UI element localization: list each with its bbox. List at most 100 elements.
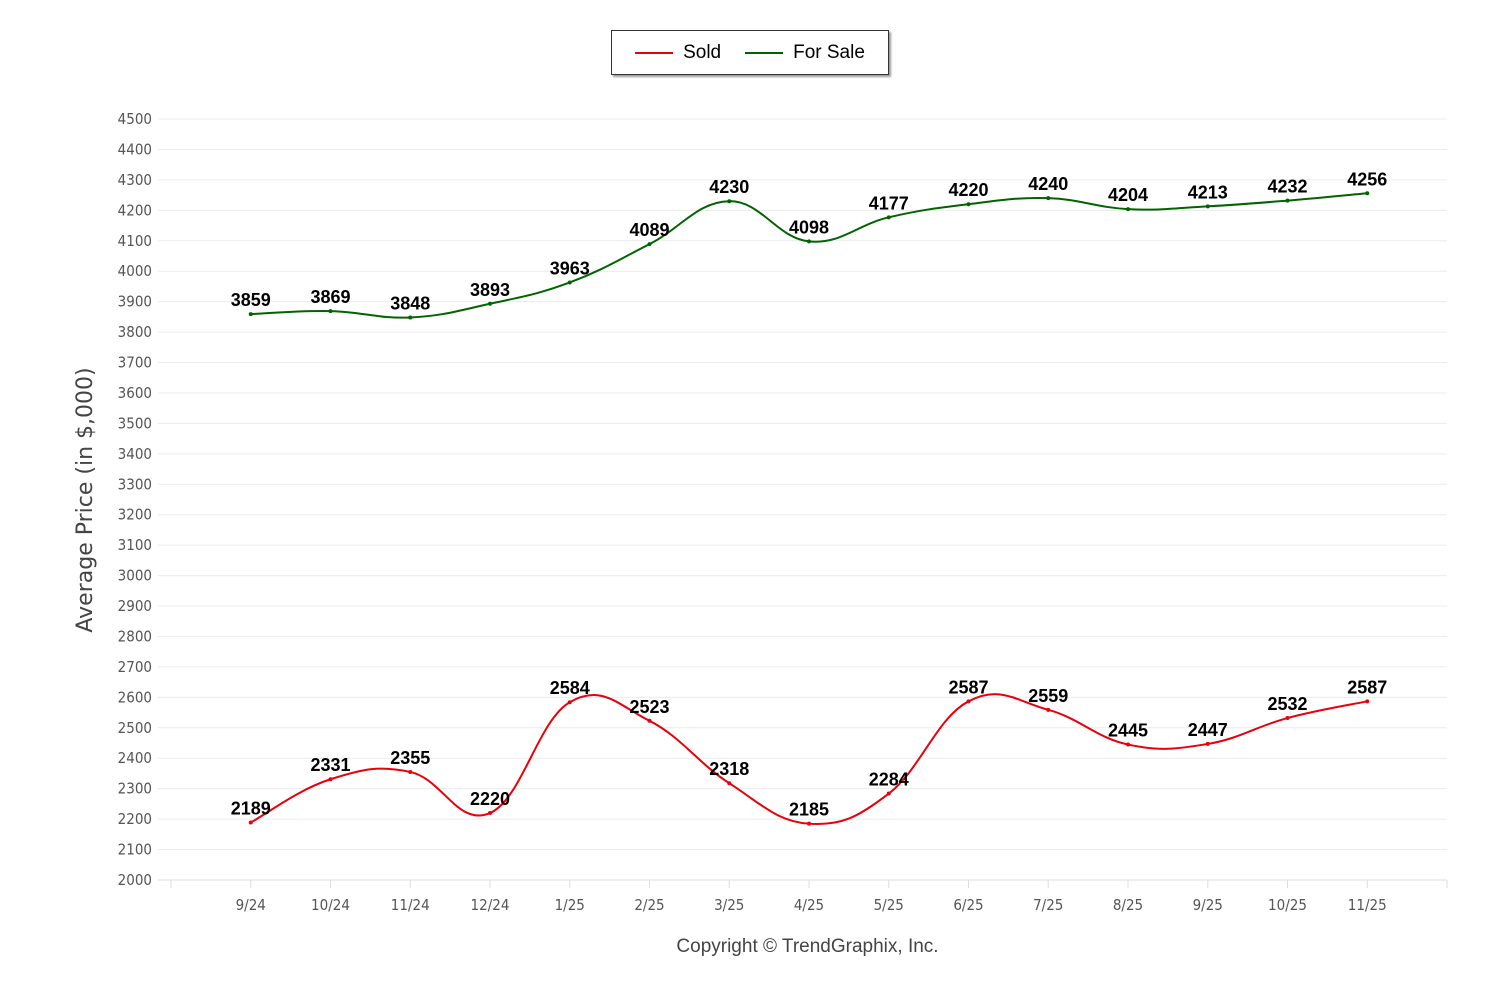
x-tick-label: 1/25 (555, 896, 585, 914)
data-point-sold (1126, 742, 1130, 747)
data-point-sold (248, 820, 253, 825)
legend-item-sold[interactable]: Sold (635, 42, 721, 64)
x-tick-label: 6/25 (953, 896, 983, 914)
data-label-for-sale: 4230 (709, 177, 749, 197)
x-tick-label: 11/24 (391, 896, 430, 914)
y-tick-label: 3500 (118, 414, 152, 432)
legend-label-sold: Sold (683, 41, 722, 63)
data-point-sold (1285, 716, 1290, 721)
x-tick-label: 3/25 (714, 896, 744, 914)
y-tick-label: 3900 (118, 293, 152, 311)
data-point-sold (408, 769, 413, 774)
y-tick-label: 4000 (118, 262, 152, 280)
y-tick-label: 4400 (118, 140, 152, 158)
y-tick-label: 2400 (118, 749, 152, 767)
y-tick-label: 2900 (118, 597, 152, 615)
x-tick-label: 11/25 (1348, 896, 1387, 914)
data-label-for-sale: 3859 (231, 290, 271, 310)
data-point-sold (567, 700, 572, 705)
x-tick-label: 10/25 (1268, 896, 1307, 914)
y-axis-label: Average Price (in $,000) (73, 367, 98, 632)
y-tick-label: 4500 (118, 110, 152, 128)
data-point-for-sale (727, 199, 732, 204)
data-point-for-sale (807, 239, 811, 244)
y-tick-label: 2100 (118, 841, 152, 859)
data-label-sold: 2318 (709, 759, 749, 779)
data-point-for-sale (1205, 204, 1210, 209)
legend-item-for-sale[interactable]: For Sale (745, 42, 865, 64)
data-label-sold: 2587 (948, 677, 988, 697)
y-tick-label: 4200 (118, 201, 152, 219)
data-label-for-sale: 3963 (550, 258, 590, 278)
series-line-sold (250, 693, 1368, 826)
data-label-for-sale: 4256 (1347, 169, 1387, 189)
data-point-for-sale (1126, 207, 1130, 212)
data-point-sold (1365, 699, 1370, 704)
data-point-sold (966, 699, 971, 704)
data-point-sold (727, 781, 732, 786)
y-tick-label: 3100 (118, 536, 152, 554)
data-point-for-sale (966, 202, 971, 207)
y-tick-label: 2700 (118, 658, 152, 676)
y-tick-label: 3600 (118, 384, 152, 402)
data-point-sold (328, 777, 333, 782)
data-label-for-sale: 4213 (1188, 182, 1228, 202)
y-tick-label: 4300 (118, 171, 152, 189)
data-point-sold (807, 821, 811, 826)
data-label-sold: 2584 (550, 678, 590, 698)
legend: Sold For Sale (611, 30, 889, 75)
y-tick-label: 2000 (118, 871, 152, 889)
data-point-sold (647, 718, 652, 723)
data-point-sold (1205, 741, 1210, 746)
y-tick-label: 3800 (118, 323, 152, 341)
data-label-for-sale: 4232 (1267, 177, 1307, 197)
data-label-sold: 2523 (629, 697, 669, 717)
y-tick-label: 3200 (118, 506, 152, 524)
x-tick-label: 10/24 (311, 896, 350, 914)
x-tick-label: 9/25 (1193, 896, 1223, 914)
data-label-for-sale: 4098 (789, 217, 829, 237)
data-label-for-sale: 4240 (1028, 174, 1068, 194)
data-label-for-sale: 4220 (948, 180, 988, 200)
data-point-sold (1046, 707, 1051, 712)
data-label-sold: 2445 (1108, 721, 1148, 741)
data-label-sold: 2284 (869, 770, 909, 790)
y-tick-label: 2500 (118, 719, 152, 737)
data-point-for-sale (886, 215, 891, 220)
legend-swatch-for-sale (745, 51, 784, 54)
data-point-sold (488, 811, 492, 816)
y-tick-label: 3400 (118, 445, 152, 463)
y-tick-label: 2300 (118, 780, 152, 798)
data-point-sold (886, 791, 891, 796)
y-tick-label: 3700 (118, 354, 152, 372)
y-tick-label: 3000 (118, 567, 152, 585)
data-label-sold: 2220 (470, 789, 510, 809)
data-label-sold: 2331 (310, 755, 350, 775)
data-label-sold: 2185 (789, 800, 829, 820)
legend-label-for-sale: For Sale (793, 41, 865, 63)
data-label-sold: 2587 (1347, 677, 1387, 697)
data-point-for-sale (408, 315, 413, 320)
data-label-for-sale: 3869 (310, 287, 350, 307)
x-tick-label: 7/25 (1033, 896, 1063, 914)
data-label-sold: 2447 (1188, 720, 1228, 740)
x-tick-label: 12/24 (471, 896, 510, 914)
data-label-for-sale: 3893 (470, 280, 510, 300)
series-line-for-sale (250, 192, 1368, 319)
y-tick-label: 2800 (118, 627, 152, 645)
data-point-for-sale (1285, 198, 1290, 203)
data-point-for-sale (328, 309, 333, 314)
y-tick-label: 2600 (118, 688, 152, 706)
data-label-for-sale: 4204 (1108, 185, 1148, 205)
data-point-for-sale (248, 312, 253, 317)
y-tick-label: 2200 (118, 810, 152, 828)
data-point-for-sale (647, 242, 652, 247)
x-tick-label: 5/25 (874, 896, 904, 914)
data-label-sold: 2355 (390, 748, 430, 768)
data-point-for-sale (488, 301, 492, 306)
data-label-sold: 2559 (1028, 686, 1068, 706)
x-tick-label: 9/24 (236, 896, 266, 914)
data-point-for-sale (1365, 191, 1370, 196)
y-tick-label: 3300 (118, 475, 152, 493)
